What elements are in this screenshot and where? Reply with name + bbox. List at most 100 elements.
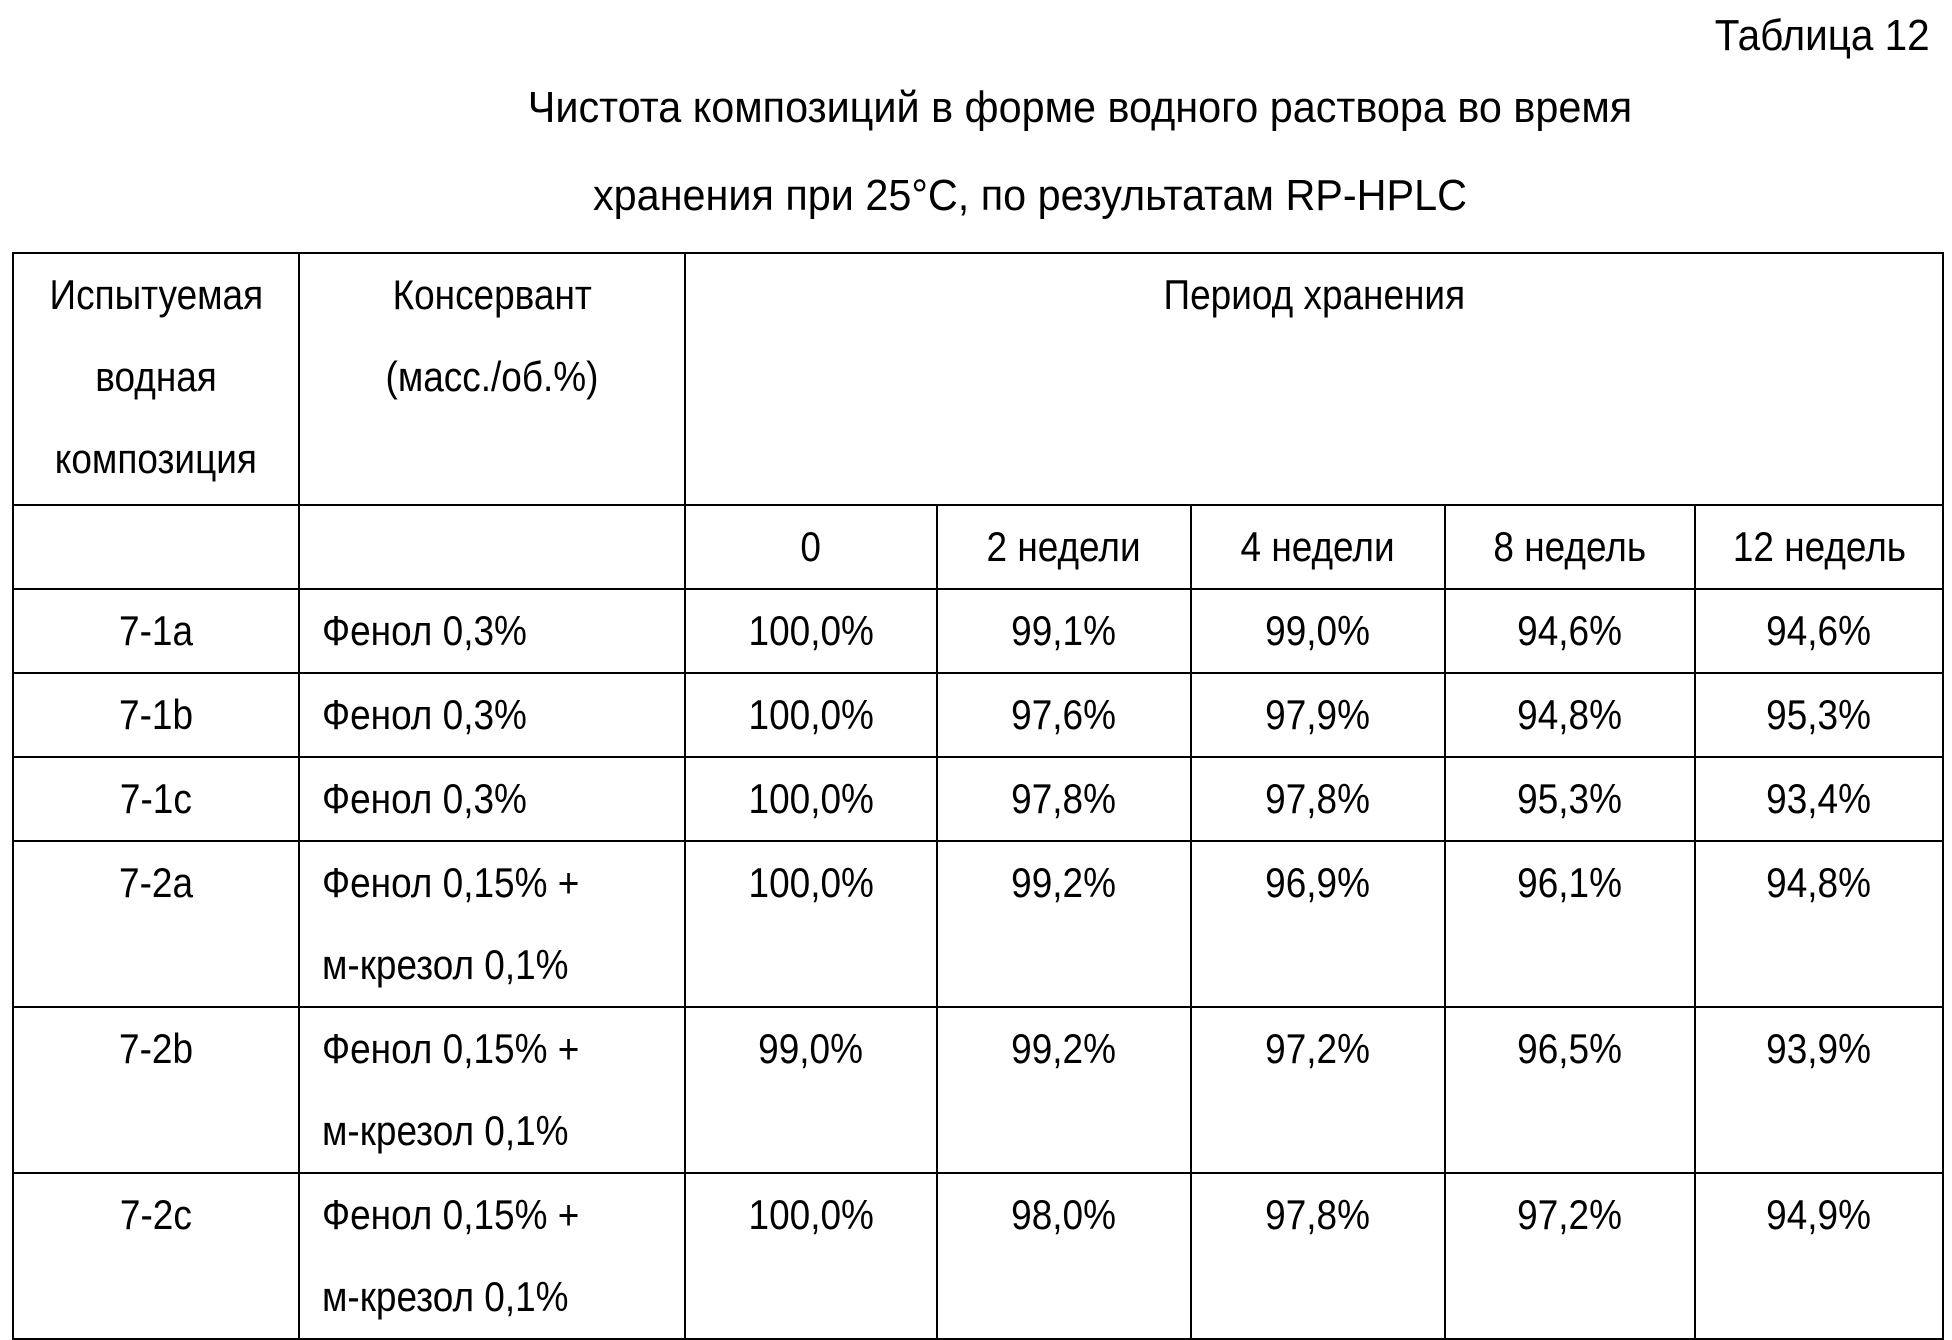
header-composition-line: Испытуемая: [49, 254, 263, 336]
header-period-2w: 2 недели: [937, 505, 1191, 589]
period-label: 4 недели: [1241, 506, 1395, 588]
value-text: 96,1%: [1518, 842, 1623, 924]
composition-id: 7-1c: [13, 757, 299, 841]
value-cell: 99,1%: [937, 589, 1191, 673]
value-cell: 95,3%: [1695, 673, 1943, 757]
preservative-text: Фенол 0,3%: [322, 758, 527, 840]
purity-table: Испытуемая водная композиция Консервант …: [12, 252, 1944, 1340]
value-text: 97,9%: [1266, 674, 1371, 756]
value-text: 96,5%: [1518, 1008, 1623, 1090]
period-label: 8 недель: [1494, 506, 1647, 588]
header-preservative: Консервант (масс./об.%): [299, 253, 685, 505]
value-text: 99,0%: [1266, 590, 1371, 672]
value-text: 93,9%: [1767, 1008, 1872, 1090]
composition-id-text: 7-2b: [119, 1008, 193, 1090]
value-cell: 97,8%: [937, 757, 1191, 841]
composition-id: 7-2c: [13, 1173, 299, 1339]
value-cell: 93,4%: [1695, 757, 1943, 841]
value-text: 99,2%: [1012, 842, 1117, 924]
header-period-12w: 12 недель: [1695, 505, 1943, 589]
table-row: 7-2b Фенол 0,15% + м-крезол 0,1% 99,0% 9…: [13, 1007, 1943, 1173]
composition-id: 7-1b: [13, 673, 299, 757]
preservative-cell: Фенол 0,15% + м-крезол 0,1%: [299, 1007, 685, 1173]
table-row: 7-2c Фенол 0,15% + м-крезол 0,1% 100,0% …: [13, 1173, 1943, 1339]
value-text: 100,0%: [748, 1174, 873, 1256]
value-cell: 97,6%: [937, 673, 1191, 757]
header-empty-cell: [13, 505, 299, 589]
value-text: 97,2%: [1518, 1174, 1623, 1256]
preservative-text: м-крезол 0,1%: [322, 1256, 569, 1338]
value-cell: 100,0%: [685, 841, 937, 1007]
value-cell: 100,0%: [685, 589, 937, 673]
preservative-text: м-крезол 0,1%: [322, 1090, 569, 1172]
composition-id: 7-2b: [13, 1007, 299, 1173]
preservative-text: Фенол 0,15% +: [322, 1008, 579, 1090]
composition-id-text: 7-1c: [120, 758, 192, 840]
period-label: 0: [801, 506, 822, 588]
header-composition: Испытуемая водная композиция: [13, 253, 299, 505]
value-text: 95,3%: [1518, 758, 1623, 840]
value-cell: 100,0%: [685, 757, 937, 841]
value-text: 94,6%: [1767, 590, 1872, 672]
header-composition-line: водная: [95, 336, 217, 418]
value-text: 96,9%: [1266, 842, 1371, 924]
value-text: 100,0%: [748, 674, 873, 756]
composition-id: 7-2a: [13, 841, 299, 1007]
value-text: 97,6%: [1012, 674, 1117, 756]
value-cell: 97,9%: [1191, 673, 1445, 757]
composition-id-text: 7-2c: [120, 1174, 192, 1256]
table-row: 7-1c Фенол 0,3% 100,0% 97,8% 97,8% 95,3%…: [13, 757, 1943, 841]
value-text: 97,8%: [1266, 758, 1371, 840]
value-cell: 93,9%: [1695, 1007, 1943, 1173]
value-text: 94,8%: [1518, 674, 1623, 756]
preservative-text: Фенол 0,3%: [322, 590, 527, 672]
value-text: 97,8%: [1266, 1174, 1371, 1256]
value-text: 99,2%: [1012, 1008, 1117, 1090]
preservative-text: Фенол 0,15% +: [322, 1174, 579, 1256]
composition-id-text: 7-1b: [119, 674, 193, 756]
value-text: 97,8%: [1012, 758, 1117, 840]
table-row: 7-1b Фенол 0,3% 100,0% 97,6% 97,9% 94,8%…: [13, 673, 1943, 757]
header-period-4w: 4 недели: [1191, 505, 1445, 589]
value-cell: 94,6%: [1695, 589, 1943, 673]
table-row: 7-1a Фенол 0,3% 100,0% 99,1% 99,0% 94,6%…: [13, 589, 1943, 673]
table-caption-line-2: хранения при 25°С, по результатам RP-HPL…: [372, 168, 1688, 224]
composition-id-text: 7-1a: [119, 590, 193, 672]
composition-id: 7-1a: [13, 589, 299, 673]
value-text: 93,4%: [1767, 758, 1872, 840]
header-composition-line: композиция: [55, 418, 257, 500]
value-cell: 94,6%: [1445, 589, 1695, 673]
preservative-cell: Фенол 0,3%: [299, 757, 685, 841]
value-text: 98,0%: [1012, 1174, 1117, 1256]
value-cell: 97,8%: [1191, 757, 1445, 841]
table-caption-line-1: Чистота композиций в форме водного раств…: [422, 80, 1738, 136]
header-empty-cell: [299, 505, 685, 589]
header-period-8w: 8 недель: [1445, 505, 1695, 589]
period-label: 12 недель: [1732, 506, 1905, 588]
value-cell: 100,0%: [685, 1173, 937, 1339]
value-cell: 99,2%: [937, 841, 1191, 1007]
value-cell: 96,5%: [1445, 1007, 1695, 1173]
header-preservative-line: (масс./об.%): [386, 336, 599, 418]
value-cell: 97,2%: [1191, 1007, 1445, 1173]
value-text: 100,0%: [748, 842, 873, 924]
preservative-text: м-крезол 0,1%: [322, 924, 569, 1006]
value-cell: 94,8%: [1695, 841, 1943, 1007]
value-cell: 97,8%: [1191, 1173, 1445, 1339]
value-text: 94,6%: [1518, 590, 1623, 672]
value-text: 100,0%: [748, 758, 873, 840]
value-cell: 96,9%: [1191, 841, 1445, 1007]
value-cell: 94,9%: [1695, 1173, 1943, 1339]
value-text: 94,9%: [1767, 1174, 1872, 1256]
value-cell: 97,2%: [1445, 1173, 1695, 1339]
value-text: 99,0%: [759, 1008, 864, 1090]
value-cell: 95,3%: [1445, 757, 1695, 841]
header-row-periods: 0 2 недели 4 недели 8 недель 12 недель: [13, 505, 1943, 589]
header-storage-period-text: Период хранения: [1163, 254, 1465, 336]
value-text: 97,2%: [1266, 1008, 1371, 1090]
value-cell: 99,0%: [1191, 589, 1445, 673]
composition-id-text: 7-2a: [119, 842, 193, 924]
value-cell: 98,0%: [937, 1173, 1191, 1339]
preservative-text: Фенол 0,3%: [322, 674, 527, 756]
value-text: 99,1%: [1012, 590, 1117, 672]
